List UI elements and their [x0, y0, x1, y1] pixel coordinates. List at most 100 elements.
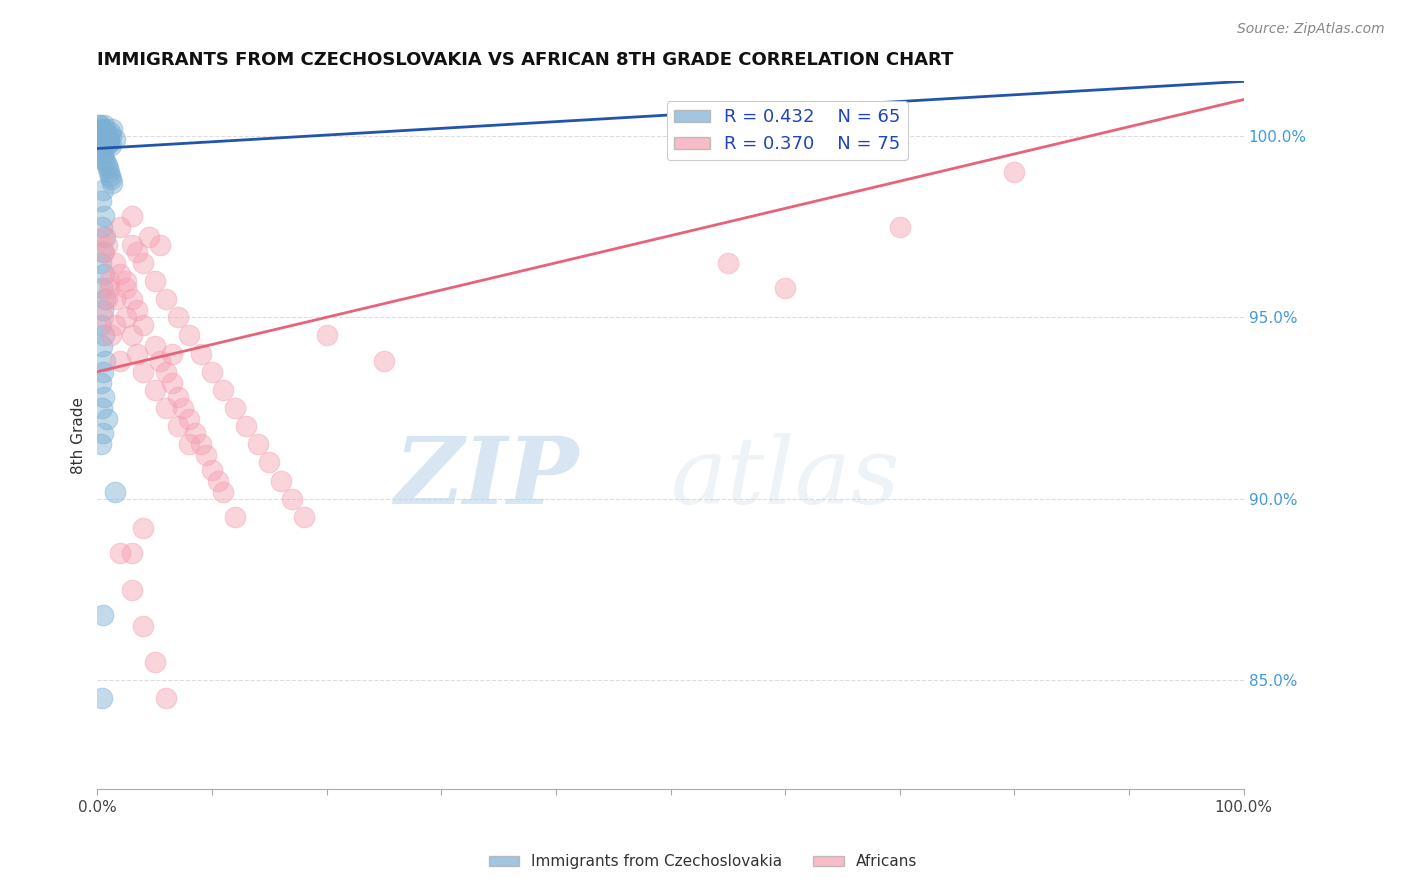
- Point: [103, 318, 125, 332]
- Point: [101, 176, 124, 190]
- Point: [127, 346, 149, 360]
- Point: [90, 318, 112, 332]
- Point: [90, 128, 112, 143]
- Point: [132, 365, 155, 379]
- Point: [149, 237, 172, 252]
- Point: [94, 230, 117, 244]
- Legend: Immigrants from Czechoslovakia, Africans: Immigrants from Czechoslovakia, Africans: [482, 848, 924, 875]
- Point: [97, 165, 120, 179]
- Point: [91, 365, 114, 379]
- Point: [155, 691, 177, 706]
- Point: [89, 118, 111, 132]
- Point: [93, 128, 115, 143]
- Point: [177, 437, 200, 451]
- Point: [96, 158, 118, 172]
- Point: [160, 346, 183, 360]
- Point: [235, 419, 257, 434]
- Point: [96, 412, 118, 426]
- Point: [91, 607, 114, 622]
- Legend: R = 0.432    N = 65, R = 0.370    N = 75: R = 0.432 N = 65, R = 0.370 N = 75: [666, 101, 908, 161]
- Point: [91, 244, 114, 259]
- Point: [93, 328, 115, 343]
- Point: [93, 118, 115, 132]
- Point: [177, 328, 200, 343]
- Point: [190, 437, 212, 451]
- Point: [94, 130, 117, 145]
- Point: [190, 346, 212, 360]
- Point: [90, 437, 112, 451]
- Point: [121, 292, 143, 306]
- Point: [91, 183, 114, 197]
- Point: [91, 125, 114, 139]
- Point: [132, 521, 155, 535]
- Point: [143, 383, 166, 397]
- Point: [97, 281, 120, 295]
- Point: [373, 354, 395, 368]
- Point: [96, 128, 118, 143]
- Point: [97, 132, 120, 146]
- Point: [195, 448, 218, 462]
- Point: [121, 237, 143, 252]
- Point: [177, 412, 200, 426]
- Point: [889, 219, 911, 234]
- Point: [166, 390, 188, 404]
- Point: [90, 376, 112, 390]
- Point: [91, 147, 114, 161]
- Point: [96, 292, 118, 306]
- Point: [93, 267, 115, 281]
- Point: [138, 230, 160, 244]
- Point: [90, 139, 112, 153]
- Point: [132, 318, 155, 332]
- Point: [93, 151, 115, 165]
- Point: [91, 303, 114, 318]
- Point: [98, 169, 121, 183]
- Point: [94, 128, 117, 143]
- Point: [1004, 165, 1026, 179]
- Point: [270, 474, 292, 488]
- Point: [121, 546, 143, 560]
- Point: [91, 281, 114, 295]
- Point: [93, 244, 115, 259]
- Point: [184, 426, 207, 441]
- Point: [94, 354, 117, 368]
- Point: [91, 125, 114, 139]
- Point: [110, 546, 132, 560]
- Point: [172, 401, 194, 415]
- Point: [100, 137, 122, 152]
- Point: [100, 328, 122, 343]
- Point: [160, 376, 183, 390]
- Point: [97, 161, 120, 176]
- Point: [149, 354, 172, 368]
- Point: [121, 209, 143, 223]
- Point: [91, 339, 114, 353]
- Point: [91, 219, 114, 234]
- Point: [127, 303, 149, 318]
- Point: [143, 274, 166, 288]
- Point: [91, 310, 114, 325]
- Point: [93, 390, 115, 404]
- Point: [110, 219, 132, 234]
- Point: [91, 691, 114, 706]
- Point: [166, 310, 188, 325]
- Point: [91, 401, 114, 415]
- Point: [207, 474, 229, 488]
- Point: [132, 619, 155, 633]
- Point: [103, 484, 125, 499]
- Point: [132, 256, 155, 270]
- Point: [90, 256, 112, 270]
- Point: [315, 328, 337, 343]
- Point: [91, 144, 114, 158]
- Text: ZIP: ZIP: [395, 433, 579, 523]
- Point: [91, 125, 114, 139]
- Point: [100, 128, 122, 143]
- Point: [89, 123, 111, 137]
- Text: Source: ZipAtlas.com: Source: ZipAtlas.com: [1237, 22, 1385, 37]
- Point: [91, 127, 114, 141]
- Point: [98, 125, 121, 139]
- Point: [96, 132, 118, 146]
- Point: [90, 194, 112, 208]
- Point: [224, 509, 246, 524]
- Point: [259, 455, 281, 469]
- Point: [246, 437, 269, 451]
- Point: [97, 274, 120, 288]
